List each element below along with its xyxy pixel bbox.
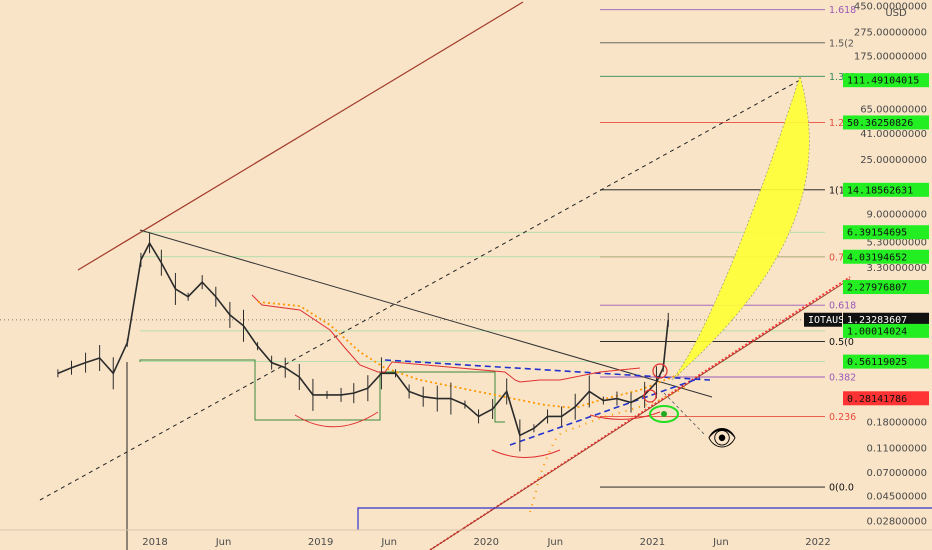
orange-dotted-ma: [257, 301, 681, 409]
fib-label: 1.5(2: [829, 38, 854, 49]
price-tag-label: 2.27976807: [847, 283, 907, 294]
y-tick-label: 0.11000000: [867, 444, 927, 455]
price-tag-label: 1.00014024: [847, 326, 907, 337]
arc-right: [589, 411, 661, 420]
x-tick-label: 2020: [474, 537, 499, 548]
price-tag-box: [843, 73, 929, 88]
green-circle-dot: [661, 411, 667, 417]
x-tick-label: Jun: [546, 537, 563, 548]
y-tick-label: 3.30000000: [867, 263, 927, 274]
x-axis: 2018 Jun 2019 Jun 2020 Jun 2021 Jun 2022: [0, 529, 932, 548]
descending-trendline: [139, 229, 713, 398]
y-tick-label: 0.02800000: [867, 517, 927, 528]
y-tick-label: 175.00000000: [854, 52, 927, 63]
price-tag-box: [843, 323, 929, 338]
y-tick-label: 275.00000000: [854, 28, 927, 39]
y-tick-label: 41.00000000: [860, 129, 927, 140]
price-tag-box: [843, 280, 929, 295]
green-circle-marker: [649, 405, 679, 423]
price-tag-label: 14.18562631: [847, 185, 913, 196]
y-tick-label: 0.04500000: [867, 491, 927, 502]
y-tick-label: 9.00000000: [867, 210, 927, 221]
y-tick-label: 25.00000000: [860, 155, 927, 166]
price-tag-label: 6.39154695: [847, 228, 907, 239]
fib-label: 0(0.0: [829, 483, 854, 494]
fib-label: 1.382: [829, 72, 856, 83]
drawings: [39, 1, 932, 550]
price-tag-label: 0.56119025: [847, 357, 907, 368]
price-tags: 111.49104015 50.36250826 14.18562631 6.3915…: [804, 73, 929, 406]
red-circle-marker: [652, 363, 668, 379]
fib-label: 0.786: [829, 252, 856, 263]
x-tick-label: 2019: [308, 537, 333, 548]
y-tick-label: 0.07000000: [867, 468, 927, 479]
price-tag-box: [843, 312, 929, 327]
dashed-channel-line: [39, 79, 801, 501]
price-tag-box: [804, 312, 842, 327]
y-tick-label: 0.18000000: [867, 418, 927, 429]
price-tag-box: [843, 249, 929, 264]
x-tick-label: Jun: [380, 537, 397, 548]
currency-label: USD: [885, 8, 907, 19]
x-tick-label: 2021: [640, 537, 665, 548]
blue-level-line: [357, 507, 932, 530]
arc-left: [294, 411, 379, 428]
fib-label: 0.382: [829, 372, 856, 383]
price-tag-box: [843, 225, 929, 240]
supertrend-red: [251, 294, 641, 383]
x-tick-label: 2018: [142, 537, 167, 548]
y-tick-label: 5.30000000: [867, 238, 927, 249]
projection-fan: [671, 74, 810, 381]
price-tag-label: 1.23283607: [847, 315, 907, 326]
red-circle-marker-2: [643, 389, 657, 403]
price-tag-label: 4.03194652: [847, 252, 907, 263]
y-tick-label: 65.00000000: [860, 104, 927, 115]
fib-label: 0.5(0: [829, 337, 854, 348]
fib-label: 1.618: [829, 5, 856, 16]
x-tick-label: 2022: [805, 537, 830, 548]
arc-mid: [491, 449, 561, 458]
eye-icon: 👁: [707, 424, 737, 452]
blue-dashed-lower: [509, 377, 701, 446]
fib-label: 1(14: [829, 185, 851, 196]
price-tag-box: [843, 391, 929, 406]
x-tick-label: Jun: [215, 537, 232, 548]
red-support-line: [429, 278, 851, 550]
fib-label: 1.236: [829, 118, 856, 129]
fib-label: 0.618: [829, 301, 856, 312]
red-dotted-support: [429, 276, 851, 550]
upper-channel-line: [77, 1, 524, 271]
y-axis: 450.00000000 275.00000000 175.00000000 65.0…: [854, 2, 927, 528]
x-tick-label: Jun: [712, 537, 729, 548]
price-tag-label: 111.49104015: [847, 76, 919, 87]
fibonacci-levels: 1.618 1.5(2 1.382 1.236 1(14 0.786 0.618 0.5(0 0…: [0, 5, 856, 494]
price-tag-label: 0.28141786: [847, 394, 907, 405]
fib-label: 0.236: [829, 412, 856, 423]
price-tag-label: IOTAUSD: [808, 315, 850, 326]
price-tag-box: [843, 182, 929, 197]
price-tag-label: 50.36250826: [847, 118, 913, 129]
price-tag-box: [843, 354, 929, 369]
y-tick-label: 450.00000000: [854, 2, 927, 13]
price-tag-box: [843, 115, 929, 130]
price-series: [57, 233, 670, 452]
